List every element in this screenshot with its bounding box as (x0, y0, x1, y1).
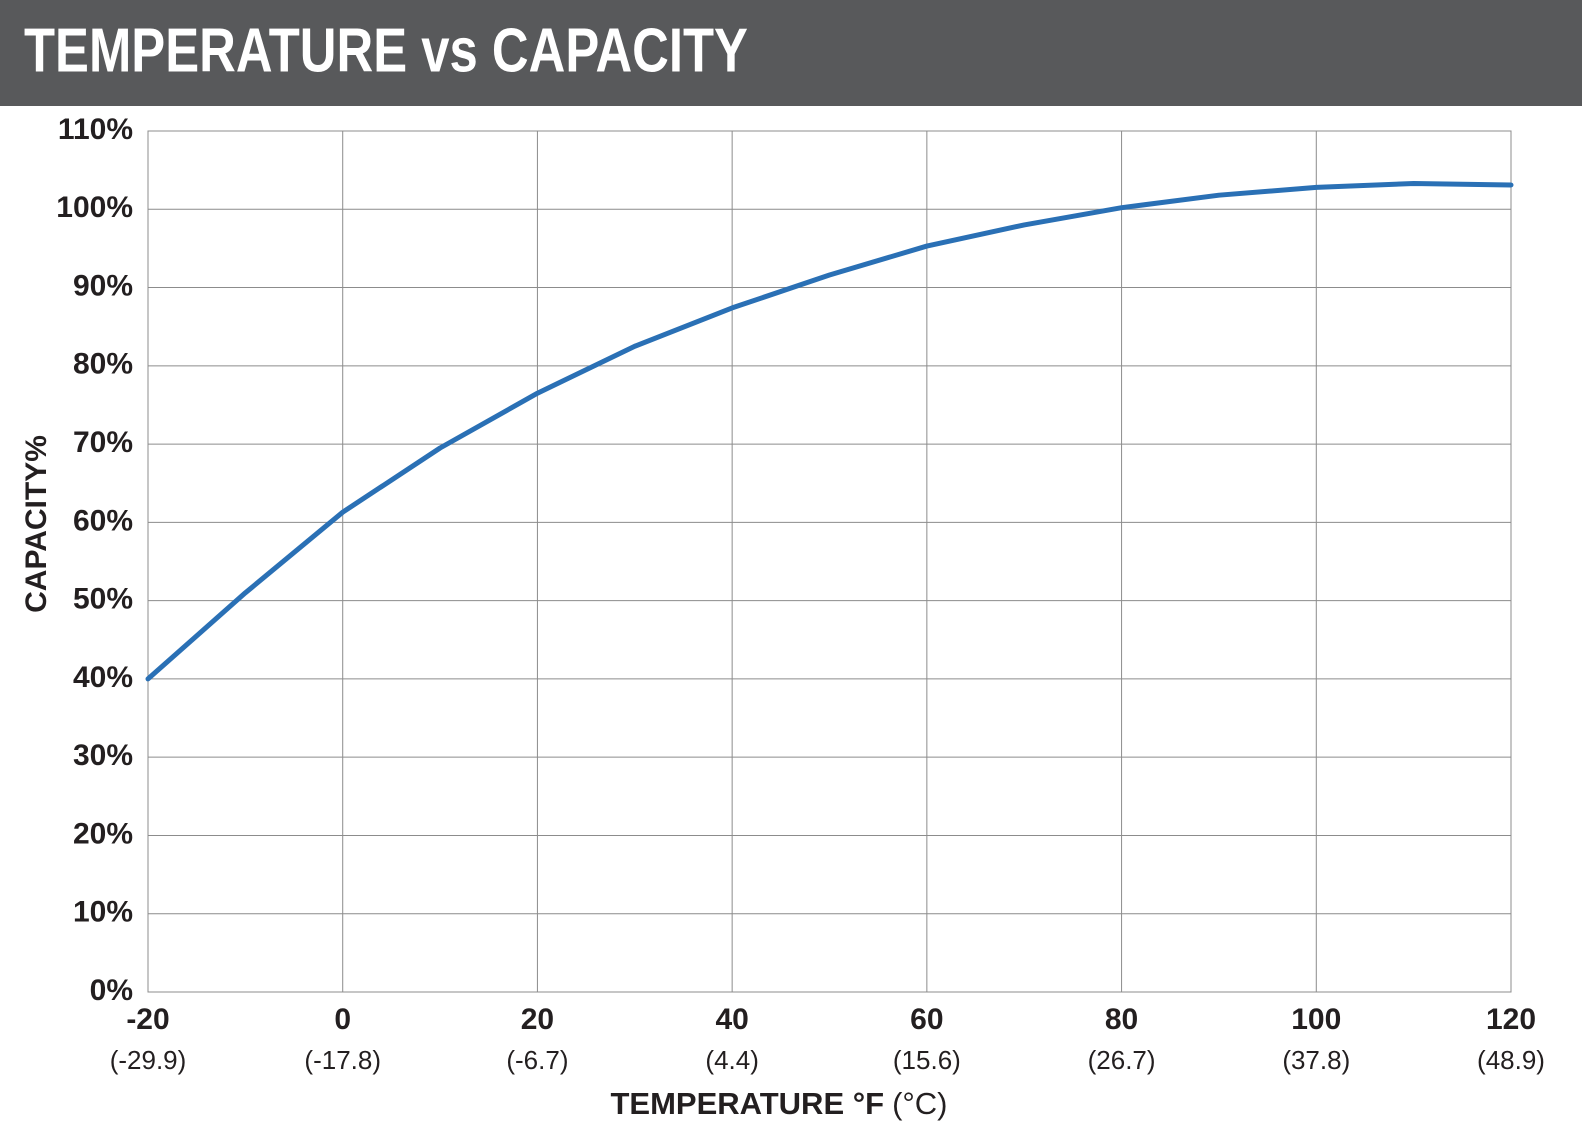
y-tick-label: 80% (73, 348, 133, 381)
x-tick-sublabel: (-6.7) (506, 1045, 568, 1075)
x-tick-sublabel: (48.9) (1477, 1045, 1545, 1075)
chart-title: TEMPERATURE vs CAPACITY (24, 17, 748, 86)
y-tick-label: 60% (73, 504, 133, 537)
y-tick-label: 50% (73, 583, 133, 616)
x-tick-label: 80 (1105, 1003, 1138, 1036)
x-tick-label: 60 (910, 1003, 943, 1036)
y-tick-label: 30% (73, 739, 133, 772)
x-tick-sublabel: (-17.8) (304, 1045, 381, 1075)
x-axis-label: TEMPERATURE °F (°C) (610, 1086, 947, 1121)
title-band (0, 0, 1582, 106)
x-tick-label: 0 (334, 1003, 351, 1036)
x-tick-label: 120 (1486, 1003, 1536, 1036)
x-tick-label: -20 (126, 1003, 169, 1036)
y-tick-label: 110% (58, 113, 133, 146)
y-axis-label: CAPACITY% (20, 435, 53, 613)
y-tick-label: 20% (73, 817, 133, 850)
x-tick-sublabel: (37.8) (1282, 1045, 1350, 1075)
y-tick-label: 90% (73, 269, 133, 302)
y-tick-label: 100% (56, 191, 133, 224)
x-tick-sublabel: (4.4) (705, 1045, 758, 1075)
y-tick-label: 10% (73, 896, 133, 929)
x-tick-sublabel: (26.7) (1088, 1045, 1156, 1075)
y-tick-label: 40% (73, 661, 133, 694)
x-tick-sublabel: (-29.9) (110, 1045, 187, 1075)
x-tick-label: 40 (715, 1003, 748, 1036)
y-tick-label: 70% (73, 426, 133, 459)
plot-frame (147, 130, 1512, 993)
x-tick-label: 20 (521, 1003, 554, 1036)
x-axis-label-main: TEMPERATURE °F (610, 1086, 884, 1121)
x-tick-sublabel: (15.6) (893, 1045, 961, 1075)
y-tick-label: 0% (90, 974, 133, 1007)
x-axis-label-unit: (°C) (892, 1086, 947, 1121)
data-line (145, 180, 1514, 682)
x-tick-label: 100 (1291, 1003, 1341, 1036)
